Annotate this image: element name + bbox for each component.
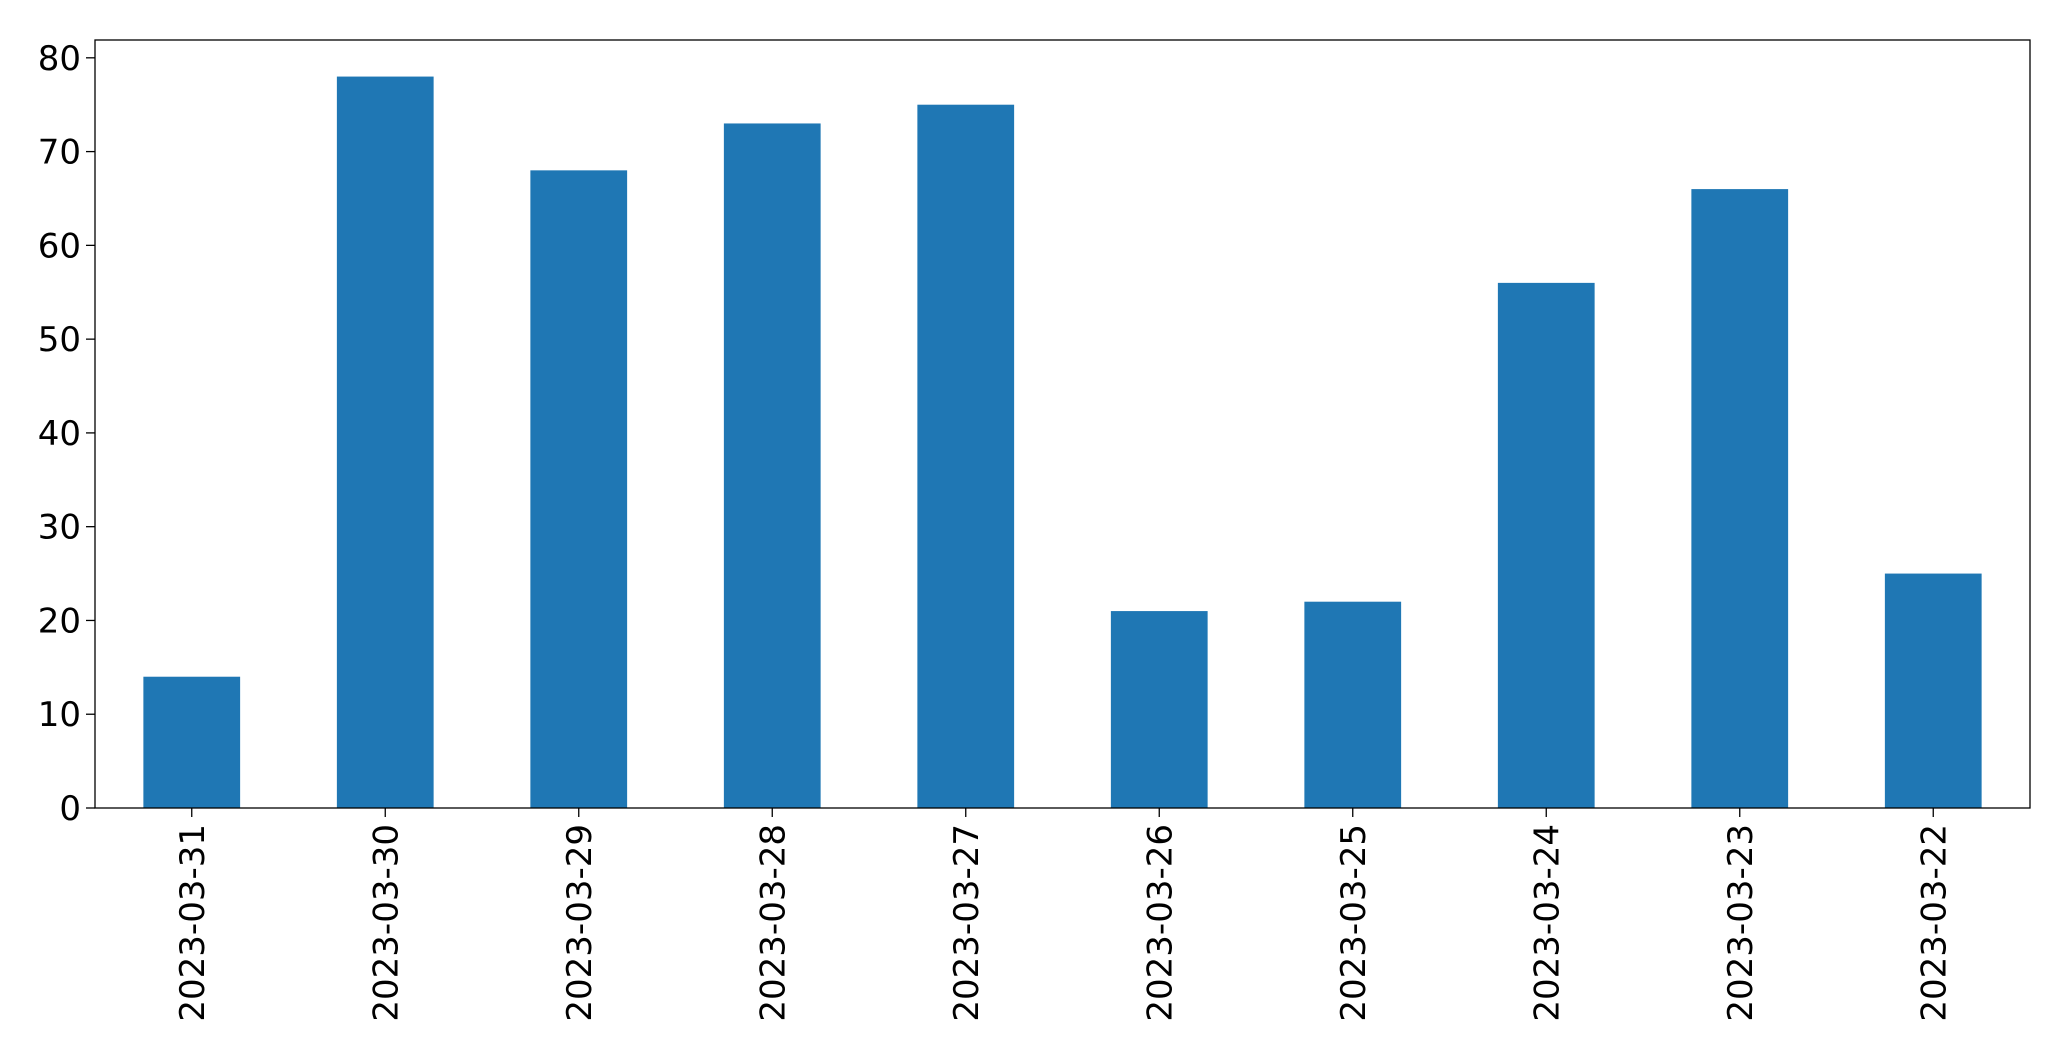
y-tick-label: 20 [38,601,81,641]
x-tick-label: 2023-03-29 [560,824,600,1022]
bar [723,123,821,808]
bar [143,676,241,808]
bar [917,104,1015,808]
x-tick-label: 2023-03-31 [173,824,213,1022]
y-tick-label: 60 [38,226,81,266]
y-tick-label: 80 [38,39,81,79]
y-tick-label: 50 [38,320,81,360]
bar [1497,282,1595,808]
x-tick-label: 2023-03-30 [366,824,406,1022]
x-tick-label: 2023-03-24 [1527,824,1567,1022]
bar [336,76,434,809]
bar [1110,611,1208,808]
x-tick-label: 2023-03-25 [1334,824,1374,1022]
x-tick-label: 2023-03-23 [1721,824,1761,1022]
bar [1691,189,1789,809]
plot-frame [94,39,2031,809]
bar [1304,601,1402,808]
y-tick-label: 40 [38,414,81,454]
y-tick-label: 30 [38,508,81,548]
x-tick-label: 2023-03-22 [1914,824,1954,1022]
y-tick-label: 10 [38,695,81,735]
bar [1884,573,1982,808]
x-tick-label: 2023-03-28 [753,824,793,1022]
bar [530,170,628,808]
y-tick-label: 0 [59,789,81,829]
x-tick-label: 2023-03-26 [1140,824,1180,1022]
x-tick-label: 2023-03-27 [947,824,987,1022]
y-tick-label: 70 [38,133,81,173]
